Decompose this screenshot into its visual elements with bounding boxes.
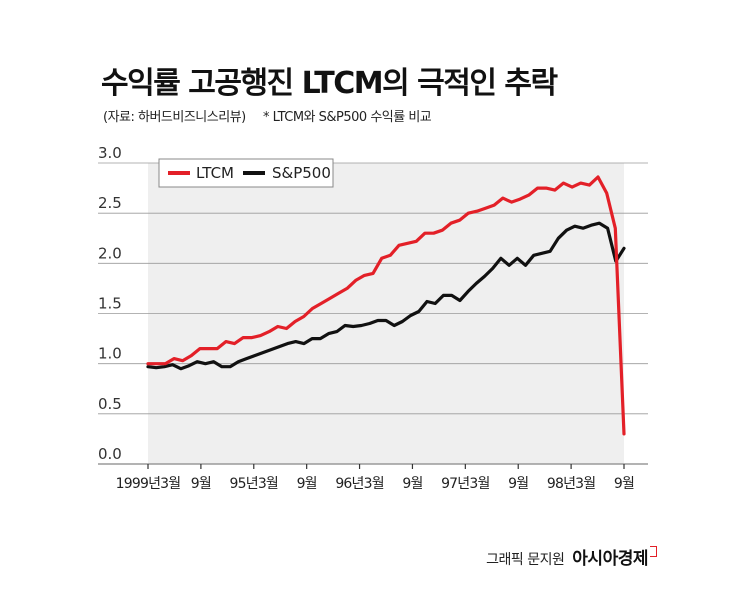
x-tick-label: 9월 bbox=[191, 476, 211, 492]
series-line-ltcm bbox=[146, 175, 626, 436]
y-tick-label: 1.5 bbox=[98, 295, 122, 313]
y-tick-label: 1.0 bbox=[98, 345, 122, 363]
x-tick-label: 9월 bbox=[508, 476, 528, 492]
y-tick-label: 2.5 bbox=[98, 194, 122, 212]
credit: 그래픽 문지원 아시아경제 bbox=[486, 544, 657, 569]
x-tick-label: 1999년3월 bbox=[116, 476, 181, 492]
gridlines bbox=[98, 162, 648, 465]
comparison-note: * LTCM와 S&P500 수익률 비교 bbox=[263, 110, 432, 125]
y-tick-label: 0.0 bbox=[98, 445, 122, 463]
chart-subtitle: (자료: 하버드비즈니스리뷰) * LTCM와 S&P500 수익률 비교 bbox=[103, 106, 432, 125]
x-tick-label: 9월 bbox=[402, 476, 422, 492]
y-tick-label: 3.0 bbox=[98, 144, 122, 162]
brand-logo: 아시아경제 bbox=[572, 549, 648, 569]
credit-text: 그래픽 문지원 bbox=[486, 552, 565, 568]
chart-title: 수익률 고공행진 LTCM의 극적인 추락 bbox=[101, 66, 558, 101]
x-tick-label: 9월 bbox=[614, 476, 634, 492]
x-tick-label: 95년3월 bbox=[230, 476, 278, 492]
x-axis: 1999년3월 9월 95년3월 9월 96년3월 9월 97년3월 9월 98년3월 9월 bbox=[116, 464, 635, 492]
source-note: (자료: 하버드비즈니스리뷰) bbox=[103, 110, 246, 125]
legend-label: LTCM bbox=[196, 164, 234, 182]
y-axis-labels: 0.0 0.5 1.0 1.5 2.0 2.5 3.0 bbox=[98, 144, 122, 463]
x-tick-label: 9월 bbox=[297, 476, 317, 492]
legend-label: S&P500 bbox=[272, 164, 331, 182]
series-line-sp500 bbox=[146, 221, 626, 371]
series-lines bbox=[146, 175, 626, 436]
x-tick-label: 98년3월 bbox=[547, 476, 595, 492]
x-tick-label: 96년3월 bbox=[335, 476, 383, 492]
brand-mark-icon bbox=[650, 546, 657, 557]
y-tick-label: 2.0 bbox=[98, 244, 122, 262]
x-tick-label: 97년3월 bbox=[441, 476, 489, 492]
y-tick-label: 0.5 bbox=[98, 395, 122, 413]
legend: LTCM S&P500 bbox=[158, 158, 334, 188]
